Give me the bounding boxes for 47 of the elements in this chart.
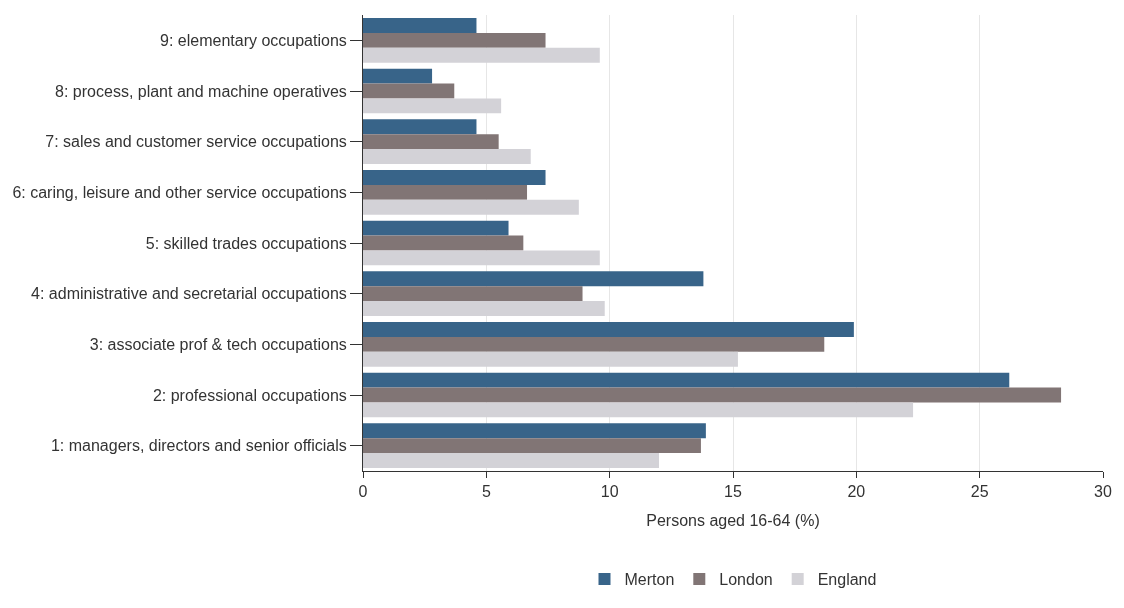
bar: [363, 134, 499, 150]
bar: [363, 301, 605, 316]
y-tick-label: 7: sales and customer service occupations: [45, 133, 347, 151]
bar: [363, 83, 455, 99]
y-tick-label: 5: skilled trades occupations: [145, 234, 347, 252]
bar: [363, 32, 546, 48]
y-tick-label: 4: administrative and secretarial occupations: [31, 285, 347, 303]
y-tick-label: 8: process, plant and machine operatives: [55, 82, 347, 100]
bar: [363, 220, 509, 236]
y-tick-label: 2: professional occupations: [152, 386, 347, 404]
y-tick-label: 3: associate prof & tech occupations: [89, 335, 347, 353]
bar: [363, 423, 706, 439]
bar: [363, 336, 825, 352]
x-tick-label: 5: [481, 483, 491, 501]
x-tick-label: 30: [1094, 483, 1112, 501]
x-tick-label: 10: [600, 483, 619, 501]
bar: [363, 387, 1062, 403]
y-tick-label: 9: elementary occupations: [160, 31, 347, 49]
bar: [363, 351, 738, 367]
bar: [363, 18, 477, 33]
bar: [363, 322, 854, 337]
y-tick-label: 6: caring, leisure and other service occupations: [12, 183, 347, 201]
bar: [363, 98, 502, 114]
bar: [363, 402, 914, 418]
bar: [363, 453, 659, 468]
legend-label: London: [719, 571, 773, 589]
x-tick-label: 0: [358, 483, 368, 501]
x-tick-label: 15: [724, 483, 742, 501]
bar: [363, 47, 600, 63]
bar: [363, 286, 583, 302]
bar: [363, 235, 524, 251]
x-tick-label: 20: [847, 483, 866, 501]
x-axis-title: Persons aged 16-64 (%): [646, 511, 820, 529]
y-tick-label: 1: managers, directors and senior officials: [50, 437, 347, 455]
bar: [363, 438, 701, 454]
bar: [363, 372, 1010, 388]
legend-label: Merton: [624, 571, 675, 589]
x-tick-label: 25: [970, 483, 989, 501]
bar: [363, 68, 433, 84]
bar: [363, 184, 528, 200]
bar: [363, 199, 579, 215]
bar: [363, 149, 531, 164]
legend-label: England: [817, 571, 877, 589]
bar: [363, 119, 477, 135]
bar: [363, 170, 546, 185]
bar: [363, 250, 600, 266]
bar: [363, 271, 704, 287]
